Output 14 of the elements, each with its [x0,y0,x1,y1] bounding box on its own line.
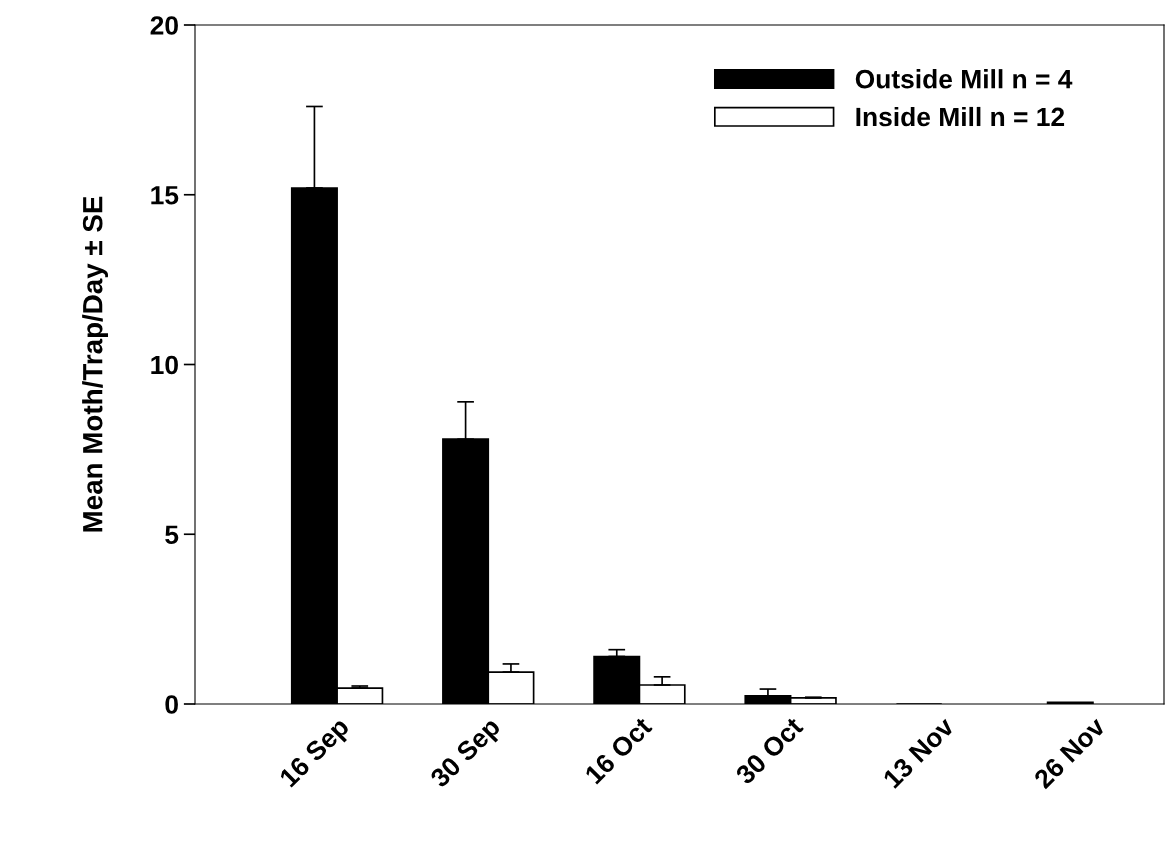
x-tick-label: 13 Nov [882,715,956,789]
y-tick-label: 20 [150,16,178,35]
y-tick-label: 15 [151,186,179,205]
x-tick-label: 26 Nov [1032,715,1107,790]
y-tick-label: 0 [165,695,178,714]
y-tick-label: 5 [165,525,179,545]
legend-label: Inside Mill n = 12 [856,106,1065,127]
x-tick-label: 16 Sep [278,716,354,792]
legend-label: Outside Mill n = 4 [855,69,1073,89]
y-tick-label: 10 [151,355,178,375]
x-tick-label: 30 Sep [429,716,505,793]
x-tick-label: 30 Oct [734,715,805,786]
y-axis-title: Mean Moth/Trap/Day ± SE [82,196,109,532]
x-tick-label: 16 Oct [584,715,653,785]
